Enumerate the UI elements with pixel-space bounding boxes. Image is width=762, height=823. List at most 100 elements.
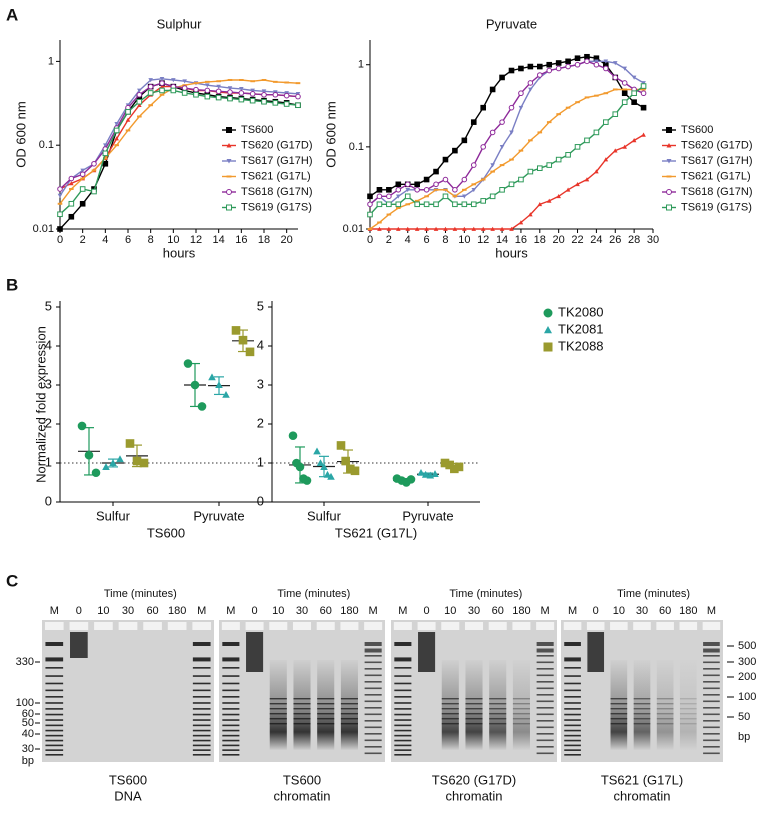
nucleosome-band bbox=[269, 698, 287, 700]
x-tick-label: 18 bbox=[258, 234, 270, 246]
ladder-band bbox=[703, 746, 720, 748]
marker bbox=[396, 226, 401, 231]
legend-label: TS621 (G17L) bbox=[241, 170, 311, 182]
nucleosome-band bbox=[317, 703, 335, 705]
marker bbox=[222, 390, 230, 398]
ladder-band bbox=[45, 719, 64, 721]
marker bbox=[641, 81, 646, 86]
marker bbox=[537, 131, 543, 134]
ladder-band bbox=[45, 754, 64, 756]
marker bbox=[612, 88, 618, 91]
ladder-band bbox=[703, 720, 720, 722]
marker bbox=[367, 193, 373, 200]
ladder-band bbox=[536, 687, 554, 690]
ladder-band bbox=[703, 642, 720, 646]
x-axis-label: hours bbox=[495, 245, 528, 260]
marker bbox=[137, 88, 142, 93]
marker bbox=[125, 109, 131, 115]
nucleosome-band bbox=[512, 713, 530, 715]
ladder-band bbox=[394, 689, 412, 692]
series-line bbox=[59, 82, 299, 190]
nucleosome-band bbox=[293, 698, 311, 700]
nucleosome-band bbox=[317, 713, 335, 715]
ladder-band bbox=[564, 657, 581, 662]
marker bbox=[182, 84, 187, 87]
marker bbox=[404, 181, 411, 188]
ladder-band bbox=[222, 657, 240, 662]
marker bbox=[313, 447, 321, 455]
marker bbox=[80, 177, 85, 180]
well bbox=[679, 622, 698, 630]
marker bbox=[159, 84, 165, 89]
marker bbox=[404, 193, 411, 200]
ladder-band bbox=[45, 689, 64, 692]
marker bbox=[612, 148, 618, 153]
marker bbox=[91, 160, 97, 167]
marker bbox=[147, 83, 154, 90]
ladder-band bbox=[394, 744, 412, 747]
x-tick-label: 16 bbox=[515, 234, 527, 246]
nucleosome-band bbox=[679, 698, 697, 700]
ladder-band bbox=[364, 707, 382, 709]
ladder-band bbox=[192, 749, 211, 751]
marker bbox=[518, 176, 524, 183]
ladder-band bbox=[564, 749, 581, 751]
ladder-band bbox=[192, 754, 211, 756]
legend-marker bbox=[226, 175, 232, 178]
marker bbox=[565, 152, 571, 158]
marker bbox=[405, 226, 411, 231]
marker bbox=[490, 226, 495, 231]
ladder-band bbox=[703, 713, 720, 716]
marker bbox=[556, 113, 561, 116]
ladder-label: 100 bbox=[738, 691, 756, 703]
marker bbox=[336, 441, 346, 450]
nucleosome-band bbox=[441, 703, 459, 705]
marker bbox=[631, 75, 637, 80]
lane-label: 10 bbox=[444, 605, 456, 617]
marker bbox=[215, 88, 222, 95]
marker bbox=[528, 212, 533, 217]
ladder-band bbox=[45, 667, 64, 669]
series-line bbox=[369, 60, 644, 205]
marker bbox=[593, 129, 600, 136]
ladder-band bbox=[192, 696, 211, 698]
marker bbox=[302, 476, 312, 485]
ladder-band bbox=[703, 739, 720, 742]
ladder-band bbox=[222, 702, 240, 704]
marker bbox=[443, 226, 448, 231]
marker bbox=[204, 93, 211, 100]
well bbox=[192, 622, 212, 630]
well bbox=[702, 622, 721, 630]
ladder-band bbox=[564, 744, 581, 747]
marker bbox=[386, 213, 392, 216]
well bbox=[512, 622, 531, 630]
marker bbox=[215, 381, 223, 389]
marker bbox=[603, 157, 609, 162]
ladder-band bbox=[192, 657, 211, 662]
marker bbox=[159, 93, 165, 96]
marker bbox=[227, 78, 233, 81]
lane-label: 0 bbox=[424, 605, 430, 617]
legend-marker bbox=[226, 127, 232, 133]
legend-marker bbox=[666, 175, 672, 178]
ladder-band bbox=[703, 726, 720, 729]
ladder-band bbox=[364, 674, 382, 677]
ladder-band bbox=[564, 696, 581, 698]
marker bbox=[91, 188, 97, 195]
ladder-band bbox=[703, 674, 720, 677]
marker bbox=[461, 201, 468, 208]
lane-label: 60 bbox=[659, 605, 671, 617]
ladder-band bbox=[564, 689, 581, 692]
ladder-band bbox=[703, 694, 720, 696]
marker bbox=[102, 150, 109, 157]
legend-marker bbox=[226, 159, 232, 164]
marker bbox=[414, 226, 420, 231]
marker bbox=[537, 201, 543, 207]
nucleosome-band bbox=[512, 703, 530, 705]
ladder-band bbox=[364, 694, 382, 696]
chart-title: Pyruvate bbox=[486, 16, 537, 31]
ladder-band bbox=[536, 655, 554, 657]
marker bbox=[139, 458, 149, 468]
nucleosome-band bbox=[633, 718, 651, 720]
